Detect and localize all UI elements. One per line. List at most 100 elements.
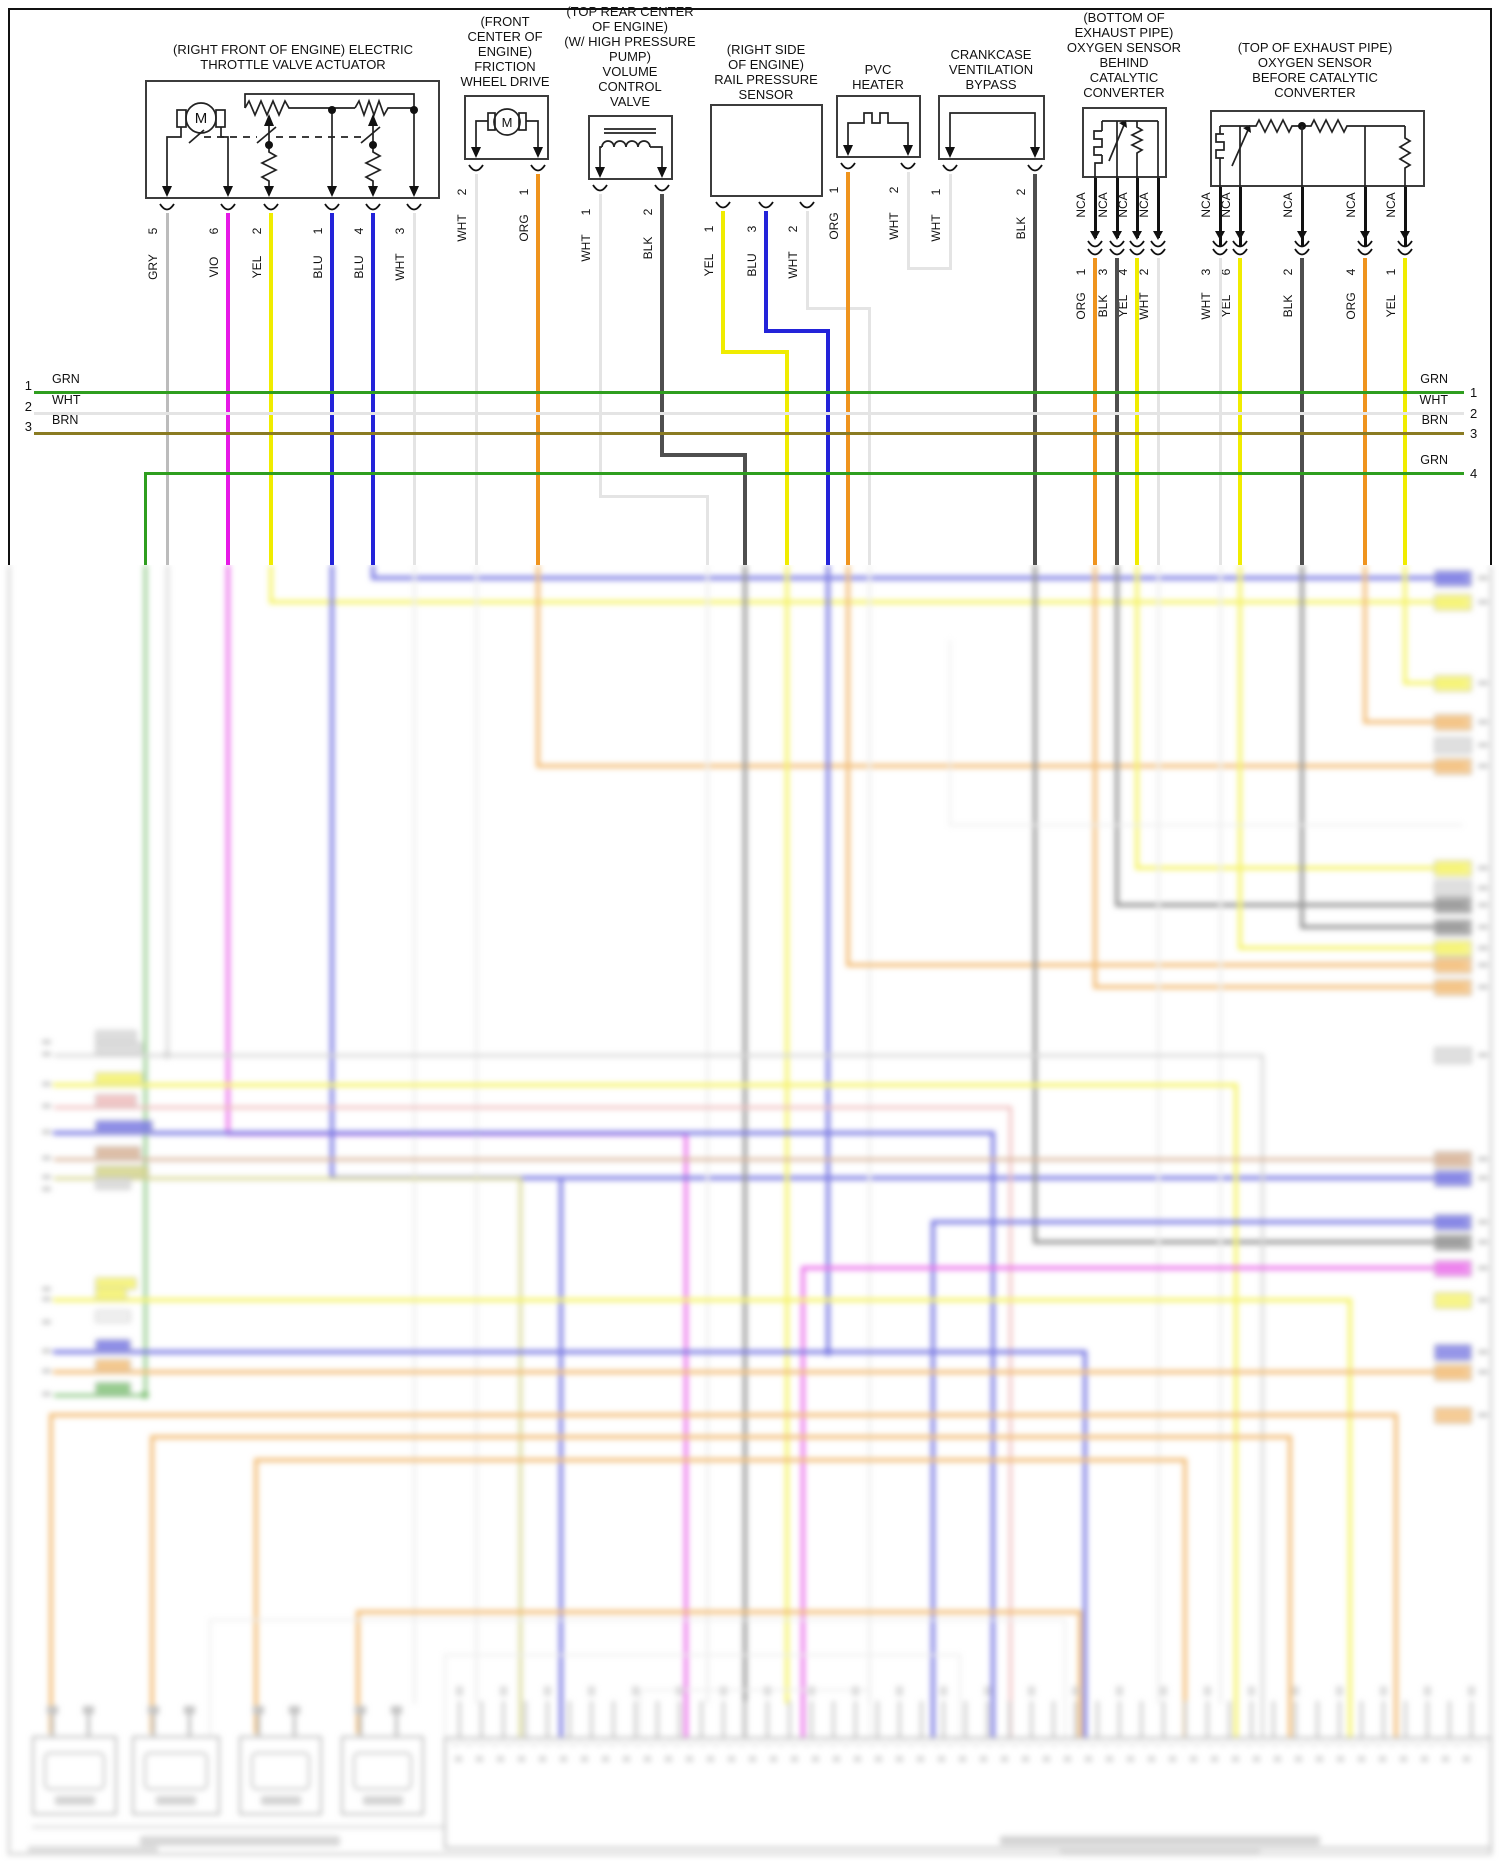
bus-right-label-brn3: BRN [1421, 413, 1448, 427]
wire-blk [660, 194, 664, 457]
electric-throttle-valve-actuator-title: (RIGHT FRONT OF ENGINE) ELECTRIC [172, 42, 414, 57]
ecm-pin [480, 1701, 483, 1737]
wire-blk [1115, 565, 1119, 907]
connector-stub [1434, 1292, 1472, 1309]
connector-arc [1087, 240, 1103, 248]
pvc-heater-pin-color: WHT [887, 212, 901, 240]
bus-left-num-3: 3 [24, 419, 32, 434]
injector-pin-cap [288, 1706, 300, 1714]
stub-pin-number-blob [1478, 743, 1488, 747]
connector-arc [1150, 240, 1166, 248]
wire-wht [598, 194, 602, 498]
injector-pin-cap [354, 1706, 366, 1714]
rail-pressure-sensor-pin-color: YEL [702, 253, 716, 277]
bus-left-num-2: 2 [24, 399, 32, 414]
wire-org [49, 1413, 1398, 1417]
nca-wire [1300, 187, 1304, 247]
injector-pin [292, 1714, 296, 1736]
wire-fnt [444, 1654, 961, 1656]
connector-arc [799, 201, 815, 209]
stub-pin-number-blob [1478, 681, 1488, 685]
connector-stub [1434, 860, 1472, 877]
ecm-pin [1140, 1701, 1143, 1737]
svg-text:M: M [195, 110, 208, 127]
left-pin-number-blob [42, 1369, 51, 1373]
wire-vio [801, 1268, 805, 1744]
nca-wire [1238, 187, 1242, 247]
ecm-pin [700, 1701, 703, 1737]
wire-yel [53, 1083, 1238, 1087]
ecm-pin [1052, 1701, 1055, 1737]
ecm-pin-label-blob [588, 1686, 595, 1696]
wire-yel [721, 211, 725, 354]
crankcase-ventilation-bypass-pin-color: BLK [1014, 216, 1028, 240]
left-pin-number-blob [42, 1392, 51, 1396]
ecm-pin [1338, 1701, 1341, 1737]
wire-blu [53, 1131, 995, 1135]
left-pin-number-blob [42, 1052, 51, 1056]
ecm-pin-label-blob [1336, 1686, 1343, 1696]
bus-left-label-brn: BRN [52, 413, 79, 427]
injector-label-blob [260, 1796, 301, 1805]
connector-stub [1434, 737, 1472, 754]
connector-stub [1434, 919, 1472, 936]
wire-org [1288, 1437, 1292, 1744]
wire-yel [1238, 946, 1464, 950]
oxygen-sensor-behind-catalytic-converter-title: CONVERTER [1083, 85, 1165, 100]
wire-org [536, 565, 540, 768]
bus-left-label-grn: GRN [52, 372, 80, 386]
ecm-pin-label-blob [984, 1686, 991, 1696]
left-pin-number-blob [42, 1040, 51, 1044]
wire-blk [1300, 565, 1304, 929]
pvc-heater-title: HEATER [852, 77, 904, 92]
wire-org [846, 565, 850, 967]
bus-right-num-1: 1 [1470, 385, 1478, 400]
ecm-pin [1008, 1701, 1011, 1737]
ecm-pin [590, 1701, 593, 1737]
stub-pin-number-blob [1478, 720, 1488, 724]
page-border-right [1490, 8, 1492, 565]
injector-inner [144, 1752, 208, 1790]
left-connector-label-blob [95, 1042, 143, 1055]
wire-fnt [209, 1620, 211, 1737]
wire-org [1093, 985, 1464, 989]
wire-blk [743, 565, 747, 1744]
connector-arc [1027, 164, 1043, 172]
bus-left-label-wht: WHT [52, 393, 81, 407]
svg-text:M: M [502, 115, 513, 130]
electric-throttle-valve-actuator-pin-color: GRY [146, 254, 160, 280]
connector-arc [1357, 240, 1373, 248]
injector-pin-cap [82, 1706, 94, 1714]
ecm-pin [502, 1701, 505, 1737]
rail-pressure-sensor-title: RAIL PRESSURE [714, 72, 818, 87]
left-pin-number-blob [42, 1287, 51, 1291]
connector-arc [942, 164, 958, 172]
wire-blk [743, 455, 747, 565]
bus-right-label-grn4: GRN [1420, 453, 1448, 467]
connector-stub [1434, 570, 1472, 587]
rail-pressure-sensor-pin-color: WHT [786, 251, 800, 279]
wire-blk [1033, 1240, 1464, 1244]
ecm-pin [1228, 1701, 1231, 1737]
wire-org [1183, 1460, 1187, 1744]
ecm-pin-label-blob [896, 1686, 903, 1696]
bus-right-num-3: 3 [1470, 426, 1478, 441]
wire-blk [660, 453, 747, 457]
ecm-pin [546, 1701, 549, 1737]
oxygen-sensor-behind-catalytic-converter-pin-color: BLK [1096, 294, 1110, 318]
pvc-heater-schematic-symbol: .w{stroke:#222;stroke-width:1.7;fill:non… [843, 112, 913, 156]
wire-grn [53, 1393, 147, 1397]
ecm-pin [1118, 1701, 1121, 1737]
left-connector-label-blob [95, 1287, 127, 1300]
ecm-pin [1382, 1701, 1385, 1737]
ecm-pin [1250, 1701, 1253, 1737]
wire-org [254, 1458, 1187, 1462]
injector-inner [251, 1752, 310, 1790]
friction-wheel-drive-title: WHEEL DRIVE [460, 74, 550, 89]
nca-wire [1156, 178, 1160, 238]
wire-grn [143, 471, 1464, 475]
ecm-pin-label-blob [808, 1686, 815, 1696]
wire-blk [1033, 565, 1037, 1244]
wire-blu [826, 565, 830, 1354]
left-pin-number-blob [42, 1130, 51, 1134]
